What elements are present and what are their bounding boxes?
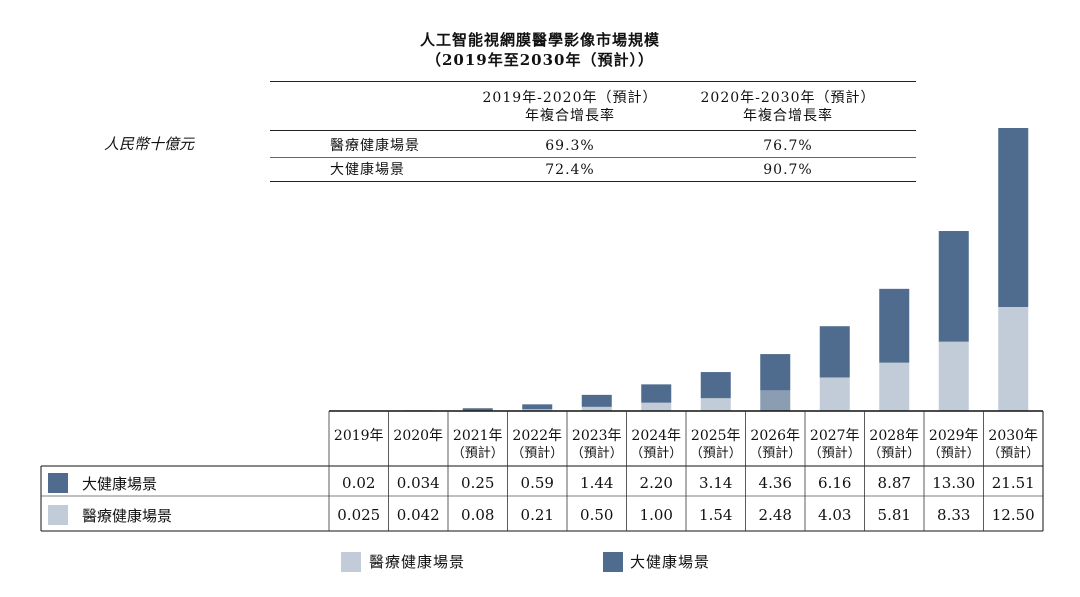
value-label-yiliao: 8.33 xyxy=(937,506,970,524)
category-sublabel: （預計） xyxy=(511,445,563,461)
category-sublabel: （預計） xyxy=(571,445,623,461)
category-label: 2020年 xyxy=(393,428,443,444)
value-label-dajiankang: 21.51 xyxy=(992,474,1035,492)
category-sublabel: （預計） xyxy=(690,445,742,461)
value-label-dajiankang: 1.44 xyxy=(580,474,613,492)
bar-dajiankang xyxy=(522,404,553,410)
bar-yiliao xyxy=(700,398,731,411)
cagr-table-bottom-rule xyxy=(270,181,916,182)
cagr-header-col2-line1: 2020年-2030年（預計） xyxy=(700,90,876,106)
value-label-yiliao: 12.50 xyxy=(992,506,1035,524)
value-label-dajiankang: 3.14 xyxy=(699,474,732,492)
bar-dajiankang xyxy=(938,231,969,342)
legend-swatch-yiliao xyxy=(341,552,361,572)
legend-label-dajiankang: 大健康場景 xyxy=(630,553,711,571)
cagr-row-value: 69.3% xyxy=(545,138,595,154)
legend-label-yiliao: 醫療健康場景 xyxy=(369,553,466,571)
category-label: 2028年 xyxy=(869,428,919,444)
category-label: 2027年 xyxy=(810,428,860,444)
bar-yiliao xyxy=(819,377,850,411)
bar-yiliao xyxy=(522,409,553,411)
row-label-yiliao: 醫療健康場景 xyxy=(82,507,172,525)
value-label-yiliao: 0.50 xyxy=(580,506,613,524)
value-label-yiliao: 0.025 xyxy=(337,506,380,524)
bar-yiliao xyxy=(879,362,910,411)
category-label: 2022年 xyxy=(512,428,562,444)
category-sublabel: （預計） xyxy=(452,445,504,461)
cagr-row-value: 90.7% xyxy=(763,162,813,178)
chart-subtitle: （2019年至2030年（預計）） xyxy=(426,51,654,69)
value-label-dajiankang: 0.02 xyxy=(342,474,375,492)
row-swatch-yiliao xyxy=(48,505,68,525)
bar-dajiankang xyxy=(462,408,493,411)
value-label-yiliao: 5.81 xyxy=(878,506,911,524)
bar-dajiankang xyxy=(819,326,850,378)
category-label: 2029年 xyxy=(929,428,979,444)
category-label: 2021年 xyxy=(453,428,503,444)
cagr-row-label: 大健康場景 xyxy=(330,162,405,178)
category-label: 2019年 xyxy=(334,428,384,444)
value-label-dajiankang: 13.30 xyxy=(932,474,975,492)
cagr-header-col2-line2: 年複合增長率 xyxy=(743,108,833,124)
value-label-yiliao: 2.48 xyxy=(759,506,792,524)
value-label-dajiankang: 8.87 xyxy=(878,474,911,492)
category-sublabel: （預計） xyxy=(809,445,861,461)
value-label-dajiankang: 0.59 xyxy=(521,474,554,492)
category-sublabel: （預計） xyxy=(868,445,920,461)
cagr-table-top-rule xyxy=(270,81,916,82)
category-label: 2025年 xyxy=(691,428,741,444)
category-sublabel: （預計） xyxy=(630,445,682,461)
value-label-dajiankang: 0.25 xyxy=(461,474,494,492)
value-label-yiliao: 0.042 xyxy=(397,506,440,524)
category-sublabel: （預計） xyxy=(987,445,1039,461)
cagr-row-rule xyxy=(270,157,916,158)
row-swatch-dajiankang xyxy=(48,473,68,493)
bar-dajiankang xyxy=(998,128,1029,307)
bar-dajiankang xyxy=(700,372,731,399)
cagr-header-col1-line1: 2019年-2020年（預計） xyxy=(482,90,658,106)
category-label: 2030年 xyxy=(988,428,1038,444)
legend-swatch-dajiankang xyxy=(603,552,623,572)
cagr-row-value: 72.4% xyxy=(545,162,595,178)
value-label-yiliao: 0.08 xyxy=(461,506,494,524)
cagr-row-value: 76.7% xyxy=(763,138,813,154)
cagr-header-col2: 2020年-2030年（預計） 年複合增長率 xyxy=(683,89,893,125)
cagr-header-col1: 2019年-2020年（預計） 年複合增長率 xyxy=(465,89,675,125)
cagr-row-label: 醫療健康場景 xyxy=(330,138,420,154)
bar-dajiankang xyxy=(641,384,672,403)
value-label-dajiankang: 0.034 xyxy=(397,474,440,492)
bar-yiliao xyxy=(760,390,791,411)
bar-dajiankang xyxy=(760,354,791,391)
cagr-table-header-rule xyxy=(270,130,916,131)
unit-label: 人民幣十億元 xyxy=(104,135,195,153)
category-sublabel: （預計） xyxy=(749,445,801,461)
bar-yiliao xyxy=(938,341,969,411)
value-label-yiliao: 1.54 xyxy=(699,506,732,524)
category-label: 2026年 xyxy=(750,428,800,444)
category-label: 2024年 xyxy=(631,428,681,444)
value-label-dajiankang: 2.20 xyxy=(640,474,673,492)
bar-yiliao xyxy=(641,402,672,411)
value-label-yiliao: 1.00 xyxy=(640,506,673,524)
cagr-header-col1-line2: 年複合增長率 xyxy=(525,108,615,124)
value-label-yiliao: 4.03 xyxy=(818,506,851,524)
category-label: 2023年 xyxy=(572,428,622,444)
value-label-dajiankang: 6.16 xyxy=(818,474,851,492)
row-label-dajiankang: 大健康場景 xyxy=(82,475,157,493)
bar-yiliao xyxy=(998,306,1029,411)
value-label-yiliao: 0.21 xyxy=(521,506,554,524)
value-label-dajiankang: 4.36 xyxy=(759,474,792,492)
bar-dajiankang xyxy=(581,394,612,407)
bar-dajiankang xyxy=(879,288,910,363)
chart-title: 人工智能視網膜醫學影像市場規模 xyxy=(419,31,660,49)
category-sublabel: （預計） xyxy=(928,445,980,461)
bar-yiliao xyxy=(581,406,612,411)
